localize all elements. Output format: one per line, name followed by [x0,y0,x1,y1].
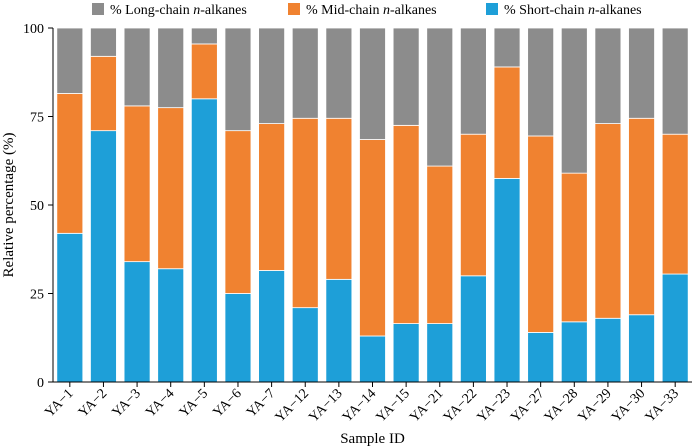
bar-long-10 [359,27,386,140]
bar-long-18 [628,27,655,119]
legend-label-long: % Long-chain n-alkanes [110,3,247,18]
bar-long-4 [157,27,185,109]
bar-short-5 [190,98,218,383]
bar-long-17 [594,27,622,124]
x-tick-label: YA−4 [143,386,177,420]
x-tick-label: YA−12 [273,386,312,425]
bar-short-8 [291,307,319,383]
bar-short-18 [628,314,655,383]
x-tick-label: YA−22 [441,386,480,425]
bar-long-3 [123,27,151,107]
bar-short-19 [661,273,689,383]
bar-long-9 [325,27,353,119]
bar-long-16 [560,27,588,174]
legend-swatch-mid [288,3,300,15]
bar-short-10 [359,335,386,383]
bar-short-12 [426,323,454,383]
bar-long-7 [258,27,286,124]
bar-long-15 [527,27,555,137]
bars [56,27,689,383]
y-tick-label: 75 [30,111,44,126]
bar-mid-11 [392,124,420,324]
bar-mid-10 [359,139,386,337]
bar-short-13 [459,275,487,383]
bar-long-6 [224,27,252,132]
bar-mid-1 [56,93,84,234]
bar-short-1 [56,232,84,383]
bar-short-16 [560,321,588,383]
bar-short-2 [90,130,117,383]
x-tick-label: YA−5 [177,386,211,420]
bar-short-17 [594,317,622,383]
bar-mid-9 [325,117,353,280]
legend-swatch-short [486,3,498,15]
x-tick-label: YA−29 [575,386,614,425]
bar-mid-17 [594,123,622,319]
x-tick-label: YA−23 [475,386,514,425]
x-tick-label: YA−3 [110,386,144,420]
x-tick-label: YA−33 [643,386,682,425]
bar-short-7 [258,270,286,383]
x-tick-label: YA−21 [407,386,446,425]
legend: % Long-chain n-alkanes % Mid-chain n-alka… [92,3,642,18]
y-axis-title: Relative percentage (%) [1,133,17,278]
bar-mid-13 [459,133,487,277]
bar-mid-12 [426,165,454,324]
y-tick-label: 50 [30,199,44,214]
bar-mid-18 [628,117,655,316]
bar-mid-15 [527,135,555,333]
bar-long-13 [459,27,487,135]
x-tick-label: YA−6 [210,386,244,420]
bar-short-4 [157,268,185,383]
bar-long-14 [493,27,521,68]
bar-short-11 [392,323,420,383]
bar-mid-2 [90,55,117,132]
legend-swatch-long [92,3,104,15]
x-tick-label: YA−14 [340,386,379,425]
legend-label-mid: % Mid-chain n-alkanes [306,3,437,18]
bar-mid-19 [661,133,689,275]
y-tick-label: 25 [30,288,44,303]
bar-short-6 [224,293,252,383]
bar-long-12 [426,27,454,167]
bar-long-8 [291,27,319,119]
bar-long-5 [190,27,218,45]
bar-long-11 [392,27,420,126]
bar-short-14 [493,178,521,383]
bar-mid-4 [157,107,185,270]
bar-short-9 [325,278,353,383]
legend-label-short: % Short-chain n-alkanes [504,3,642,18]
x-tick-label: YA−28 [542,386,581,425]
x-tick-label: YA−2 [76,386,110,420]
bar-long-2 [90,27,117,57]
bar-long-1 [56,27,84,94]
x-tick-label: YA−27 [508,386,547,425]
bar-mid-16 [560,172,588,323]
x-tick-label: YA−15 [374,386,413,425]
bar-short-3 [123,261,151,383]
y-tick-label: 0 [37,376,44,391]
bar-mid-6 [224,130,252,294]
bar-mid-3 [123,105,151,263]
bar-mid-14 [493,66,521,179]
bar-mid-8 [291,117,319,309]
x-axis-title: Sample ID [340,431,405,447]
bar-long-19 [661,27,689,135]
bar-short-15 [527,332,555,383]
y-tick-label: 100 [23,22,44,37]
bar-mid-5 [190,43,218,100]
x-tick-label: YA−1 [42,386,76,420]
x-tick-label: YA−30 [609,386,648,425]
bar-mid-7 [258,123,286,271]
x-tick-label: YA−13 [306,386,345,425]
